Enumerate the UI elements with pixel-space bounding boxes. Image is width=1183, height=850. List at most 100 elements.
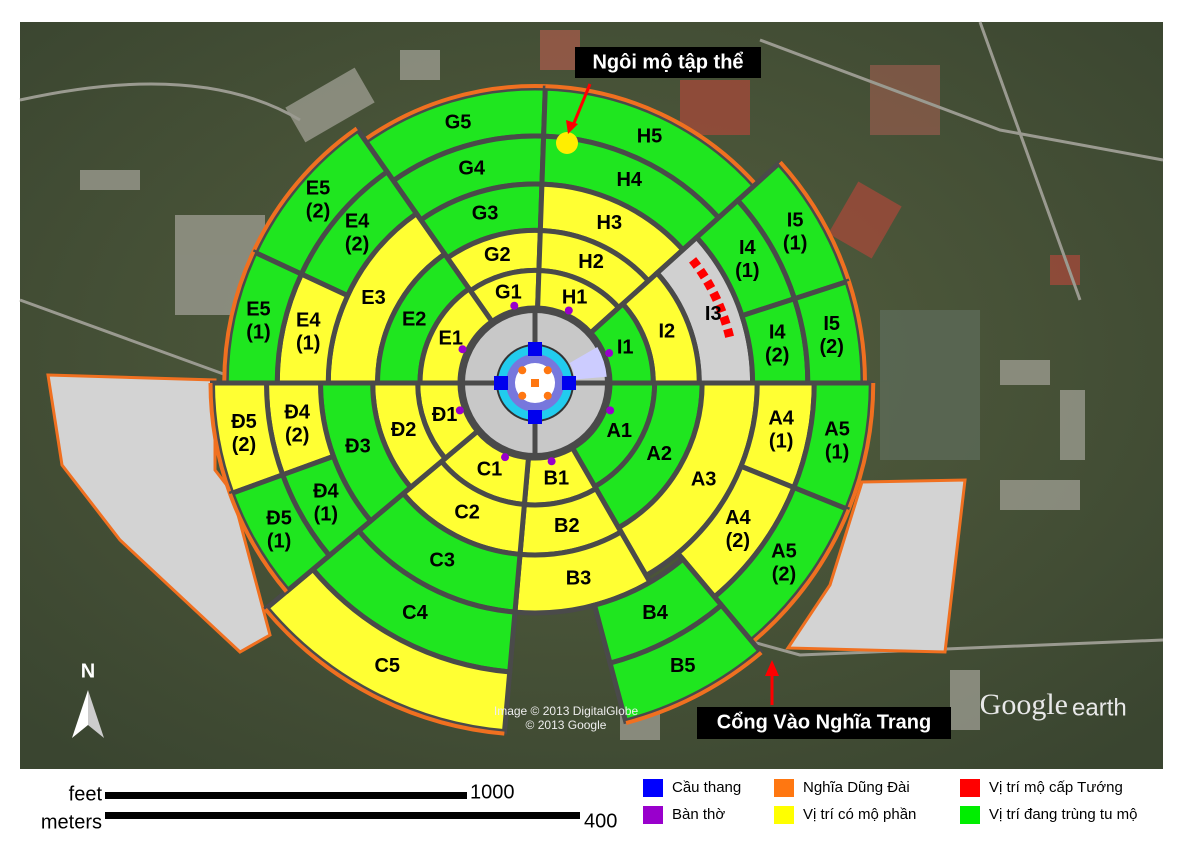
section-label: (1) — [735, 260, 759, 282]
section-label: E5 — [306, 178, 330, 200]
section-label: Đ5 — [231, 411, 257, 433]
scale-bar: feet 1000 meters 400 — [41, 781, 618, 833]
section-label: A4 — [768, 408, 794, 430]
legend-label: Nghĩa Dũng Đài — [803, 779, 910, 796]
section-label: A5 — [824, 419, 850, 441]
scale-unit: feet — [69, 783, 103, 805]
scale-value: 1000 — [470, 781, 515, 803]
map: G5G4G3G2G1E5(2)E4(2)E3E2E1E4(1)E5(1)H5H4… — [20, 22, 1163, 769]
legend-label: Bàn thờ — [672, 806, 725, 823]
section-label: (2) — [285, 425, 309, 447]
monument — [518, 392, 526, 400]
watermark: earth — [1072, 694, 1127, 721]
legend-label: Vị trí mộ cấp Tướng — [989, 779, 1123, 796]
section-label: H3 — [597, 212, 623, 234]
section-label: E3 — [361, 287, 385, 309]
altar — [565, 306, 573, 314]
section-label: H2 — [578, 251, 604, 273]
stairs — [494, 376, 508, 390]
section-label: (2) — [345, 233, 369, 255]
altar — [510, 302, 518, 310]
section-label: (1) — [783, 233, 807, 255]
section-label: C2 — [454, 502, 480, 524]
monument — [544, 366, 552, 374]
scale-value: 400 — [584, 810, 617, 832]
section-label: (1) — [769, 431, 793, 453]
altar — [606, 406, 614, 414]
section-label: B1 — [544, 467, 570, 489]
section-label: H4 — [616, 169, 642, 191]
section-label: Đ4 — [313, 481, 339, 503]
section-label: Đ3 — [345, 436, 371, 458]
legend-swatch — [960, 806, 980, 824]
legend-swatch — [960, 779, 980, 797]
section-label: I4 — [769, 321, 787, 343]
monument — [531, 379, 539, 387]
section-label: Đ2 — [391, 419, 417, 441]
section-label: Đ5 — [266, 508, 292, 530]
altar — [458, 345, 466, 353]
section-label: (2) — [819, 336, 843, 358]
section-label: B3 — [566, 568, 592, 590]
monument — [544, 392, 552, 400]
section-label: A3 — [691, 469, 717, 491]
legend: Cầu thang Bàn thờ Nghĩa Dũng Đài Vị trí có … — [643, 779, 1137, 824]
legend-swatch — [774, 806, 794, 824]
section-label: E4 — [345, 210, 370, 232]
section-label: Đ4 — [284, 402, 310, 424]
section-label: G3 — [472, 203, 499, 225]
section-label: (1) — [825, 442, 849, 464]
legend-swatch — [643, 806, 663, 824]
section-label: B2 — [554, 515, 580, 537]
stairs — [562, 376, 576, 390]
section-label: Đ1 — [432, 404, 458, 426]
section-label: C5 — [374, 655, 400, 677]
legend-swatch — [774, 779, 794, 797]
credit: © 2013 Google — [526, 718, 607, 732]
section-label: G4 — [458, 157, 486, 179]
section-label: H5 — [637, 126, 663, 148]
section-label: E1 — [439, 327, 463, 349]
section-label: E5 — [246, 298, 270, 320]
section-label: I5 — [823, 313, 840, 335]
scale-bar-meters — [105, 812, 580, 819]
stairs — [528, 342, 542, 356]
section-label: C4 — [402, 602, 428, 624]
mass-grave-marker — [556, 132, 578, 154]
section-label: I5 — [787, 210, 804, 232]
section-label: (1) — [314, 504, 338, 526]
monument — [518, 366, 526, 374]
section-label: E2 — [402, 308, 426, 330]
legend-label: Cầu thang — [672, 779, 741, 796]
altar — [605, 349, 613, 357]
altar — [501, 453, 509, 461]
section-label: (2) — [306, 201, 330, 223]
section-label: (1) — [267, 531, 291, 553]
section-label: G5 — [445, 111, 472, 133]
section-label: I1 — [617, 337, 634, 359]
section-label: A5 — [771, 541, 797, 563]
stairs — [528, 410, 542, 424]
annotation: Ngôi mộ tập thể — [592, 51, 743, 73]
section-label: I2 — [659, 321, 676, 343]
section-label: (2) — [765, 344, 789, 366]
page: G5G4G3G2G1E5(2)E4(2)E3E2E1E4(1)E5(1)H5H4… — [0, 0, 1183, 850]
section-label: G1 — [495, 281, 522, 303]
altar — [456, 406, 464, 414]
section-label: I3 — [705, 303, 722, 325]
section-label: (1) — [296, 333, 320, 355]
legend-swatch — [643, 779, 663, 797]
section-label: C1 — [477, 459, 503, 481]
watermark: Google — [980, 688, 1068, 721]
legend-label: Vị trí có mộ phần — [803, 806, 916, 823]
section-label: (2) — [772, 564, 796, 586]
scale-bar-feet — [105, 792, 467, 799]
section-label: B4 — [642, 602, 668, 624]
section-label: A1 — [606, 420, 632, 442]
section-label: E4 — [296, 310, 321, 332]
section-label: G2 — [484, 244, 511, 266]
scale-unit: meters — [41, 811, 102, 833]
legend-label: Vị trí đang trùng tu mộ — [989, 806, 1137, 823]
credit: Image © 2013 DigitalGlobe — [494, 704, 639, 718]
section-label: A4 — [725, 507, 751, 529]
